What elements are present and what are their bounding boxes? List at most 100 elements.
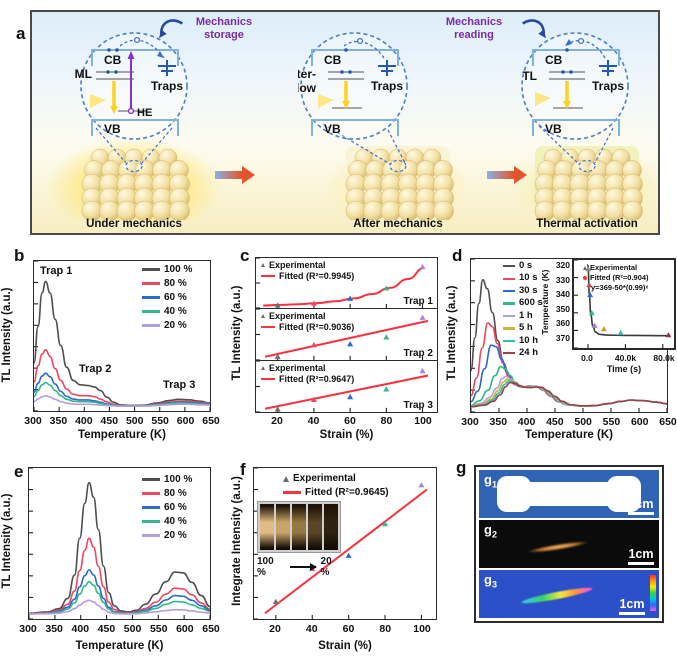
- legend-item: 20 %: [142, 320, 192, 331]
- panel-d-label: d: [452, 246, 463, 265]
- trap3-corner-label: Trap 3: [403, 400, 433, 411]
- legend-swatch-icon: [503, 302, 515, 305]
- series-curve: [471, 381, 667, 408]
- legend-swatch-icon: [142, 268, 160, 271]
- emission-flash-icon: [535, 92, 551, 106]
- legend-label: 100 %: [164, 474, 193, 485]
- panel-d-inset-xlabel: Time (s): [606, 364, 642, 374]
- series-curve: [264, 374, 429, 410]
- panel-d-inset-ylabel: Temperature (K): [540, 269, 550, 335]
- trap1-annotation: Trap 1: [40, 265, 73, 277]
- data-point: [274, 406, 281, 412]
- panel-a-label: a: [16, 24, 26, 43]
- series-curve: [34, 381, 210, 407]
- transition-arrow-icon: [215, 166, 255, 184]
- electron-icon: [565, 48, 569, 52]
- tick-label: 360: [555, 318, 570, 329]
- panel-b-ylabel: TL Intensity (a.u.): [1, 287, 13, 383]
- excitation-arrowhead-icon: [127, 51, 135, 59]
- legend-item: 20 %: [142, 530, 192, 541]
- tick-label: 350: [45, 623, 63, 635]
- panel-f-ylabel: Integrate Intensity (a.u.): [231, 476, 243, 606]
- legend-item: 40 %: [142, 516, 192, 527]
- tick-label: 400: [71, 623, 90, 635]
- data-point: [272, 598, 279, 605]
- tick-label: 550: [151, 415, 169, 427]
- afterglow-label: After-: [298, 67, 316, 81]
- scale-bar: 1cm: [628, 547, 654, 565]
- series-curve: [263, 266, 425, 307]
- cb-band: [532, 49, 620, 66]
- data-point: [665, 332, 672, 338]
- emission-flash-icon: [318, 94, 334, 108]
- legend-swatch-icon: [142, 282, 160, 285]
- trap1-corner-label: Trap 1: [403, 296, 433, 307]
- tick-label: 450: [100, 415, 119, 427]
- afterglow-strip: [324, 504, 338, 550]
- magnifier-spot: [578, 159, 596, 173]
- panel-f-label: f: [240, 460, 246, 479]
- data-point: [274, 302, 281, 308]
- data-point: [586, 282, 593, 288]
- cb-band: [91, 49, 179, 66]
- panel-e-label: e: [14, 462, 24, 481]
- panel-c-xlabel: Strain (%): [319, 429, 374, 441]
- tick-label: 500: [123, 623, 142, 635]
- panel-e-legend: 100 % 80 % 60 % 40 % 20 %: [142, 474, 192, 541]
- experimental-marker-icon: [283, 475, 289, 482]
- panel-b-canvas: [34, 261, 210, 411]
- magnifier-line: [538, 125, 580, 165]
- series-curve: [34, 395, 210, 407]
- scale-bar-line: [628, 512, 654, 515]
- vb-band: [311, 119, 399, 136]
- legend-swatch-icon: [142, 324, 160, 327]
- legend-swatch-icon: [142, 520, 160, 523]
- ml-label: ML: [75, 67, 92, 81]
- cb-label: CB: [324, 53, 342, 67]
- right-arrow-icon: [289, 563, 317, 571]
- storage-hook-arrow-icon: [158, 19, 183, 39]
- magnifier-line: [141, 127, 173, 164]
- electron-open-icon: [356, 37, 364, 45]
- tick-label: 400: [75, 415, 93, 427]
- tick-label: 600: [630, 416, 649, 428]
- legend-item: 5 h: [503, 322, 543, 333]
- legend-swatch-icon: [142, 534, 160, 537]
- caption-after-mechanics: After mechanics: [353, 218, 443, 230]
- series-curve: [34, 348, 210, 407]
- legend-item: 100 %: [142, 474, 192, 485]
- data-point: [310, 341, 317, 348]
- data-point: [383, 386, 390, 392]
- panel-e-xlabel: Temperature (K): [75, 640, 164, 652]
- tick-label: 100: [414, 415, 432, 427]
- data-point: [347, 295, 354, 301]
- legend-label: Experimental: [269, 363, 326, 373]
- panel-b-label: b: [14, 246, 25, 265]
- data-point: [591, 322, 598, 328]
- legend-swatch-icon: [142, 478, 160, 481]
- photo-mechanoluminescence: g2 1cm: [479, 520, 659, 568]
- he-label: HE: [137, 107, 152, 119]
- panel-d-inset-canvas: [574, 260, 672, 348]
- fitted-line-icon: [261, 325, 275, 329]
- traps-label: Traps: [151, 79, 183, 93]
- legend-item: 80 %: [142, 488, 192, 499]
- data-point: [274, 353, 281, 360]
- legend-label: 10 s: [519, 272, 538, 284]
- experimental-marker-icon: [261, 314, 265, 318]
- emission-arrowhead-icon: [110, 106, 118, 114]
- band-diagram-1: CB VB Traps ML HE: [75, 32, 188, 140]
- legend-swatch-icon: [142, 296, 160, 299]
- magnifier-spot: [125, 159, 143, 173]
- legend-label: Experimental: [269, 260, 326, 270]
- reading-hook-arrow-icon: [522, 19, 547, 39]
- phosphor-cube: [81, 148, 190, 220]
- panel-c3-canvas: [256, 361, 429, 412]
- tick-label: 60: [344, 415, 356, 427]
- tick-label: 600: [176, 415, 195, 427]
- panel-d-xlabel: Temperature (K): [525, 429, 613, 441]
- tick-label: 80.0k: [653, 353, 675, 363]
- legend-label: Experimental: [293, 473, 356, 484]
- data-point: [600, 326, 607, 332]
- afterglow-label: glow: [298, 81, 317, 95]
